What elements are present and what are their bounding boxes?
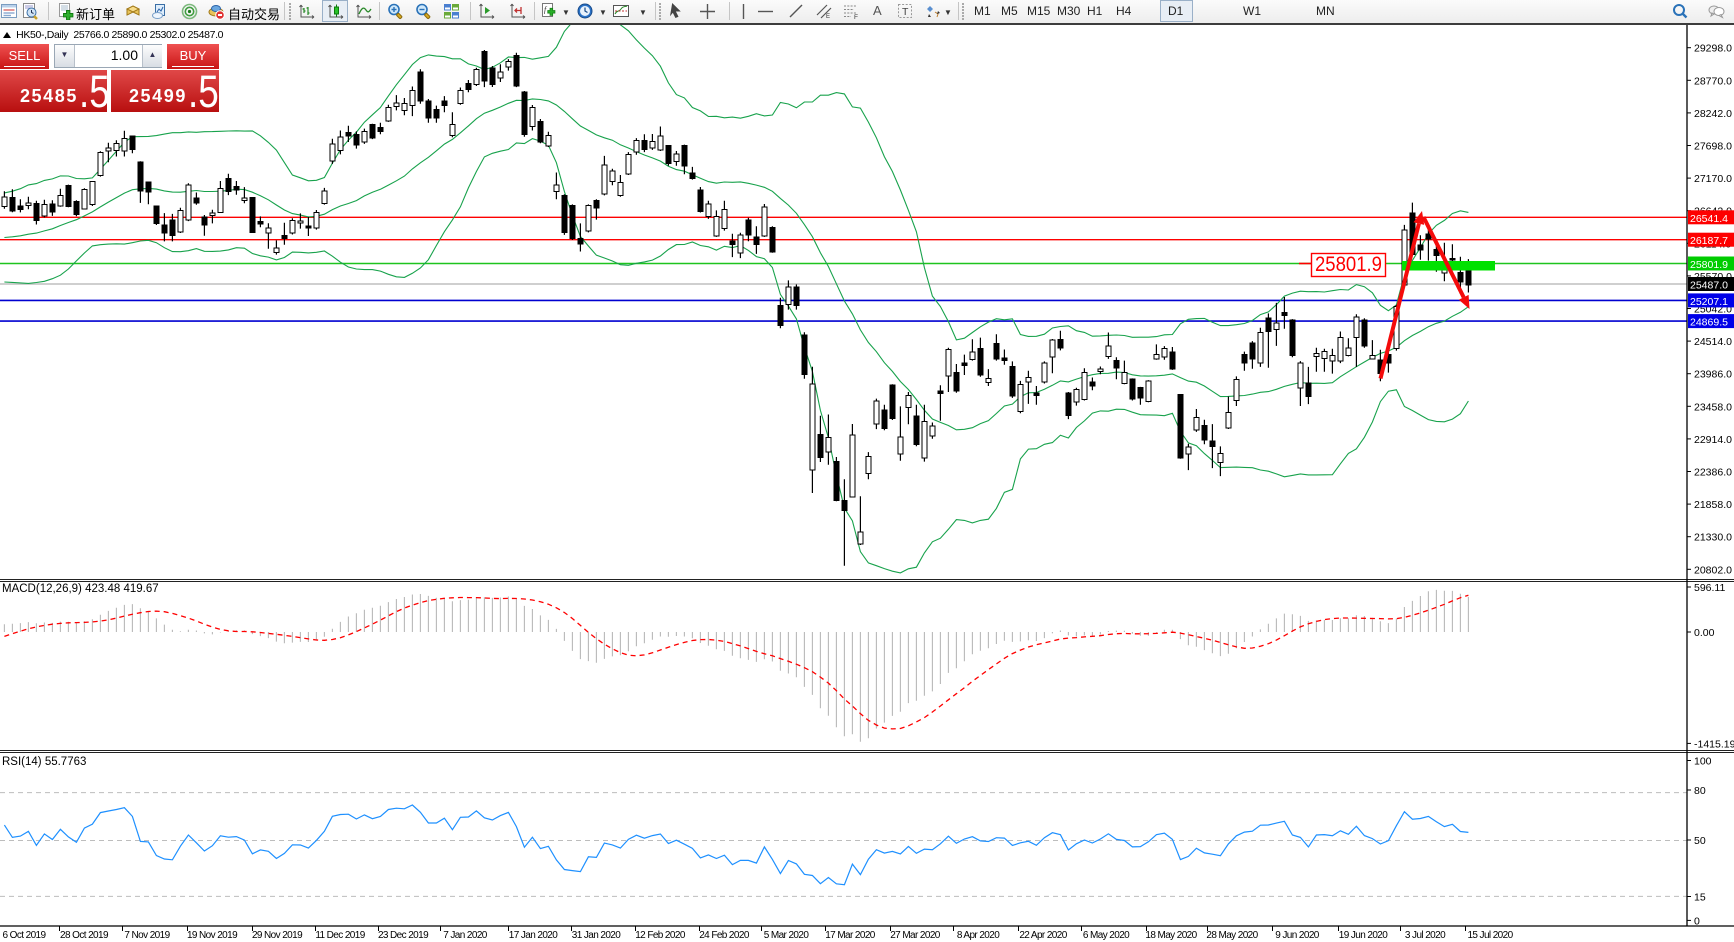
svg-text:f: f xyxy=(544,5,548,14)
svg-text:22 Apr 2020: 22 Apr 2020 xyxy=(1019,930,1067,941)
svg-text:15 Jul 2020: 15 Jul 2020 xyxy=(1467,930,1513,941)
svg-text:26187.7: 26187.7 xyxy=(1690,235,1728,247)
svg-text:50: 50 xyxy=(1694,835,1706,847)
svg-text:MACD(12,26,9) 423.48 419.67: MACD(12,26,9) 423.48 419.67 xyxy=(2,583,159,595)
svg-text:17 Mar 2020: 17 Mar 2020 xyxy=(825,930,876,941)
svg-text:29 Nov 2019: 29 Nov 2019 xyxy=(252,930,303,941)
svg-text:15: 15 xyxy=(1694,892,1706,904)
svg-text:25207.1: 25207.1 xyxy=(1690,296,1728,308)
svg-text:26541.4: 26541.4 xyxy=(1690,213,1728,225)
svg-text:23986.0: 23986.0 xyxy=(1694,369,1732,381)
svg-text:18 May 2020: 18 May 2020 xyxy=(1145,930,1197,941)
svg-text:25801.9: 25801.9 xyxy=(1315,253,1382,276)
svg-text:22914.0: 22914.0 xyxy=(1694,434,1732,446)
svg-text:28242.0: 28242.0 xyxy=(1694,108,1732,120)
svg-text:E: E xyxy=(826,14,830,20)
svg-text:-1415.19: -1415.19 xyxy=(1694,738,1734,750)
svg-text:25801.9: 25801.9 xyxy=(1690,259,1728,271)
svg-text:7 Nov 2019: 7 Nov 2019 xyxy=(124,930,170,941)
svg-text:596.11: 596.11 xyxy=(1694,582,1725,594)
svg-text:0.00: 0.00 xyxy=(1694,627,1715,639)
svg-text:12 Feb 2020: 12 Feb 2020 xyxy=(635,930,686,941)
svg-text:9 Jun 2020: 9 Jun 2020 xyxy=(1275,930,1320,941)
svg-text:100: 100 xyxy=(1694,756,1712,768)
svg-text:23 Dec 2019: 23 Dec 2019 xyxy=(378,930,429,941)
svg-text:23458.0: 23458.0 xyxy=(1694,401,1732,413)
svg-text:27698.0: 27698.0 xyxy=(1694,141,1732,153)
svg-text:7 Jan 2020: 7 Jan 2020 xyxy=(443,930,488,941)
svg-text:RSI(14) 55.7763: RSI(14) 55.7763 xyxy=(2,756,86,768)
svg-text:24514.0: 24514.0 xyxy=(1694,336,1732,348)
svg-text:19 Nov 2019: 19 Nov 2019 xyxy=(187,930,238,941)
svg-text:19 Jun 2020: 19 Jun 2020 xyxy=(1339,930,1388,941)
svg-text:27 Mar 2020: 27 Mar 2020 xyxy=(890,930,941,941)
svg-text:6 Oct 2019: 6 Oct 2019 xyxy=(3,930,47,941)
svg-text:0: 0 xyxy=(1694,915,1700,927)
svg-text:8 Apr 2020: 8 Apr 2020 xyxy=(957,930,1000,941)
svg-text:80: 80 xyxy=(1694,785,1706,797)
svg-text:22386.0: 22386.0 xyxy=(1694,467,1732,479)
svg-text:25487.0: 25487.0 xyxy=(1690,280,1728,292)
svg-text:17 Jan 2020: 17 Jan 2020 xyxy=(509,930,558,941)
svg-text:5 Mar 2020: 5 Mar 2020 xyxy=(764,930,810,941)
svg-text:21330.0: 21330.0 xyxy=(1694,532,1732,544)
svg-text:28770.0: 28770.0 xyxy=(1694,75,1732,87)
svg-text:3 Jul 2020: 3 Jul 2020 xyxy=(1405,930,1446,941)
svg-text:21858.0: 21858.0 xyxy=(1694,499,1732,511)
svg-text:T: T xyxy=(902,6,909,18)
svg-text:20802.0: 20802.0 xyxy=(1694,564,1732,576)
svg-text:29298.0: 29298.0 xyxy=(1694,43,1732,55)
svg-text:24 Feb 2020: 24 Feb 2020 xyxy=(699,930,750,941)
svg-text:27170.0: 27170.0 xyxy=(1694,173,1732,185)
svg-text:11 Dec 2019: 11 Dec 2019 xyxy=(315,930,365,941)
svg-text:28 Oct 2019: 28 Oct 2019 xyxy=(60,930,109,941)
svg-text:28 May 2020: 28 May 2020 xyxy=(1206,930,1258,941)
svg-text:F: F xyxy=(854,14,858,20)
svg-text:24869.5: 24869.5 xyxy=(1690,317,1728,329)
svg-text:31 Jan 2020: 31 Jan 2020 xyxy=(572,930,621,941)
svg-text:6 May 2020: 6 May 2020 xyxy=(1083,930,1130,941)
